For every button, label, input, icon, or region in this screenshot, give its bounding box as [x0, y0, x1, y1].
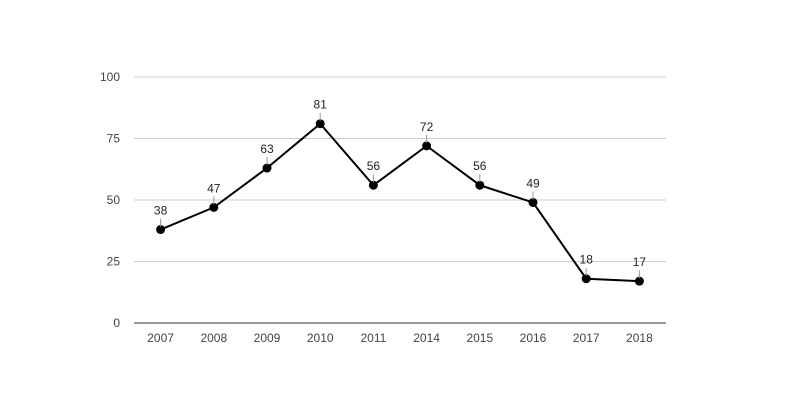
- data-point: [368, 180, 378, 190]
- y-tick-label: 50: [107, 193, 121, 207]
- data-label: 63: [260, 142, 274, 156]
- x-tick-label: 2007: [147, 331, 174, 345]
- data-labels: 38 47 63 81 56 72 56 49 18 17: [154, 98, 647, 279]
- data-label: 17: [633, 255, 647, 269]
- x-tick-label: 2017: [573, 331, 600, 345]
- y-tick-label: 25: [107, 255, 121, 269]
- data-label: 56: [473, 159, 487, 173]
- data-point: [209, 202, 219, 212]
- data-point: [262, 163, 272, 173]
- data-point: [475, 180, 485, 190]
- data-label: 18: [580, 253, 594, 267]
- x-tick-label: 2014: [413, 331, 440, 345]
- data-point: [581, 274, 591, 284]
- x-tick-label: 2018: [626, 331, 653, 345]
- data-point: [422, 141, 432, 151]
- data-points: [156, 119, 644, 286]
- x-tick-label: 2010: [307, 331, 334, 345]
- data-label: 56: [367, 159, 381, 173]
- series-line: [160, 122, 640, 283]
- x-axis-tick-labels: 2007 2008 2009 2010 2011 2014 2015 2016 2017 2018: [147, 331, 653, 345]
- gridlines: [134, 76, 666, 262]
- data-label: 81: [314, 98, 328, 112]
- y-axis-tick-labels: 0 25 50 75 100: [100, 70, 120, 330]
- data-point: [156, 225, 166, 235]
- series-polyline: [160, 122, 640, 283]
- data-label: 49: [526, 176, 540, 190]
- x-tick-label: 2011: [360, 331, 386, 345]
- x-tick-label: 2009: [254, 331, 281, 345]
- x-tick-label: 2008: [200, 331, 227, 345]
- data-point: [315, 119, 325, 129]
- data-point: [634, 276, 644, 286]
- y-tick-label: 100: [100, 70, 120, 84]
- x-tick-label: 2015: [466, 331, 493, 345]
- x-tick-label: 2016: [520, 331, 547, 345]
- y-tick-label: 75: [107, 132, 121, 146]
- y-tick-label: 0: [113, 316, 120, 330]
- data-point: [528, 197, 538, 207]
- data-label: 38: [154, 204, 168, 218]
- data-label: 47: [207, 181, 221, 195]
- data-label: 72: [420, 120, 434, 134]
